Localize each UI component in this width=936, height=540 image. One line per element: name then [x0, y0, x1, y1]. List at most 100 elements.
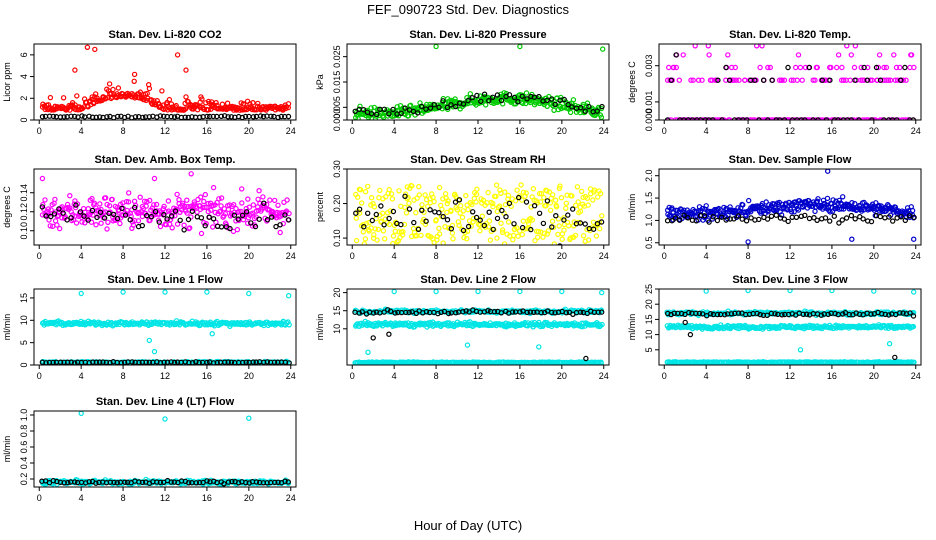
data-point [125, 190, 132, 196]
data-point [843, 215, 850, 221]
data-point [553, 212, 559, 219]
data-point [61, 114, 67, 120]
data-point [511, 221, 517, 227]
data-point [442, 191, 449, 197]
data-point [891, 52, 897, 58]
x-tick-label: 24 [911, 126, 921, 136]
data-point [836, 220, 842, 226]
data-point [68, 215, 74, 221]
data-point [544, 188, 550, 194]
data-point [800, 311, 807, 318]
y-tick-label: 2 [19, 96, 29, 101]
data-point [169, 225, 175, 231]
data-point [406, 309, 412, 316]
data-point [362, 236, 369, 242]
data-point [598, 360, 604, 365]
data-point [514, 225, 520, 231]
data-point [141, 198, 148, 204]
data-point [726, 77, 733, 83]
data-point [474, 92, 480, 99]
data-point [370, 310, 377, 316]
data-point [436, 225, 442, 232]
data-point [819, 77, 826, 83]
data-point [57, 359, 64, 365]
data-point [206, 214, 212, 220]
data-point [559, 289, 565, 295]
data-point [493, 182, 500, 188]
data-point [910, 313, 917, 319]
data-point [389, 196, 396, 202]
data-point [582, 221, 588, 227]
data-point [788, 209, 795, 215]
data-point [835, 117, 841, 120]
data-point [727, 117, 733, 120]
x-tick-label: 4 [704, 371, 709, 381]
y-tick-label: 10 [19, 315, 29, 325]
data-point [541, 230, 548, 236]
data-point [522, 319, 528, 326]
data-point [793, 214, 800, 220]
data-point [440, 196, 446, 202]
data-point [515, 98, 521, 105]
data-point [537, 199, 544, 205]
x-tick-label: 20 [869, 126, 879, 136]
data-point [541, 194, 547, 201]
data-point [403, 309, 409, 316]
data-point [198, 215, 205, 221]
x-tick-label: 12 [473, 251, 483, 261]
x-tick-label: 16 [202, 126, 212, 136]
panel-title: Stan. Dev. Gas Stream RH [410, 154, 546, 166]
data-point [197, 194, 204, 200]
figure-title: FEF_090723 Std. Dev. Diagnostics [366, 2, 570, 17]
data-point [106, 203, 113, 209]
data-point [746, 197, 752, 204]
data-point [827, 218, 833, 224]
data-point [595, 194, 601, 200]
data-point [248, 220, 254, 226]
data-point [89, 94, 95, 100]
data-point [93, 221, 99, 228]
data-point [756, 117, 762, 120]
data-point [544, 198, 551, 204]
data-point [599, 289, 605, 296]
data-point [757, 64, 763, 71]
data-point [253, 479, 260, 485]
x-tick-label: 4 [79, 126, 84, 136]
data-point [40, 201, 46, 208]
data-point [519, 224, 526, 231]
data-point [394, 239, 400, 245]
data-point [388, 191, 395, 197]
data-point [166, 96, 173, 103]
data-point [110, 86, 116, 93]
data-point [221, 481, 227, 487]
data-point [440, 240, 446, 245]
data-point [825, 169, 831, 174]
panel-title: Stan. Dev. Li-820 Pressure [409, 29, 546, 41]
data-point [502, 189, 508, 195]
data-point [687, 331, 694, 338]
chart-panel-5: Stan. Dev. Gas Stream RH0 4 8 12 16 20 240.100… [315, 154, 610, 261]
data-point [810, 117, 816, 120]
data-point [146, 359, 153, 365]
data-point [597, 225, 603, 232]
data-point [501, 241, 508, 245]
data-point [114, 113, 121, 120]
data-point [911, 359, 917, 365]
data-point [840, 194, 846, 200]
data-point [86, 479, 92, 485]
plot-frame [33, 288, 297, 366]
data-point [357, 186, 364, 193]
data-point [274, 209, 280, 216]
data-point [57, 225, 63, 232]
data-point [272, 479, 278, 486]
data-point [419, 103, 425, 110]
data-point [813, 117, 819, 120]
data-point [387, 208, 393, 214]
data-point [162, 416, 168, 422]
data-point [275, 202, 281, 208]
data-point [286, 293, 292, 299]
data-point [825, 311, 831, 318]
data-point [795, 52, 802, 58]
y-axis-label: Licor ppm [2, 62, 12, 102]
x-tick-label: 0 [350, 126, 355, 136]
